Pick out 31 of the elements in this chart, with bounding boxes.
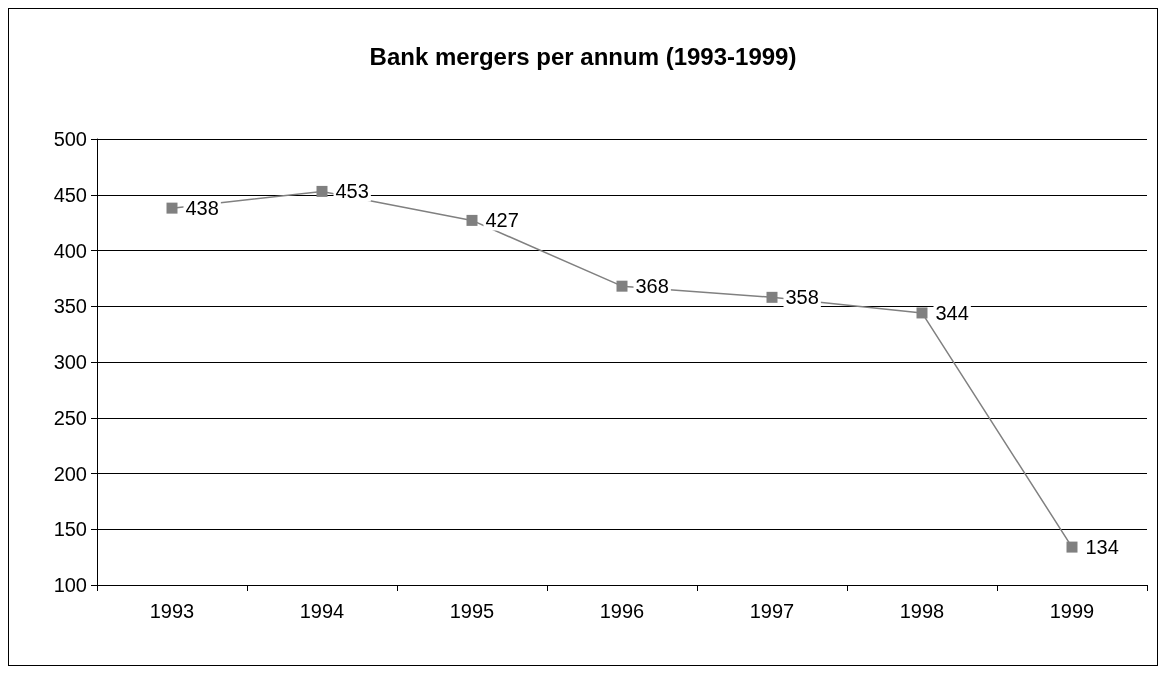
x-tick-label: 1993: [149, 600, 195, 622]
x-tick-label: 1995: [449, 600, 495, 622]
data-label: 358: [785, 286, 819, 309]
data-label: 438: [185, 197, 219, 220]
data-label: 134: [1085, 536, 1119, 559]
x-tick-label: 1999: [1049, 600, 1095, 622]
x-tick-label: 1996: [599, 600, 645, 622]
y-tick-label: 400: [53, 239, 87, 262]
x-tick-label: 1998: [899, 600, 945, 622]
point: [916, 307, 928, 319]
y-tick-label: 250: [53, 406, 87, 429]
y-tick-label: 200: [53, 462, 87, 485]
data-label: 453: [335, 180, 369, 203]
y-tick-label: 450: [53, 183, 87, 206]
point: [316, 185, 328, 197]
point: [766, 291, 778, 303]
y-tick-label: 500: [53, 128, 87, 150]
chart-title: Bank mergers per annum (1993-1999): [369, 42, 797, 70]
data-label: 427: [485, 209, 519, 232]
data-label: 344: [935, 301, 969, 324]
point: [1066, 541, 1078, 553]
point: [466, 214, 478, 226]
x-tick-label: 1997: [749, 600, 795, 622]
y-tick-label: 150: [53, 518, 87, 541]
point: [166, 202, 178, 214]
point: [616, 280, 628, 292]
data-label: 368: [635, 275, 669, 298]
y-tick-label: 300: [53, 351, 87, 373]
y-tick-label: 350: [53, 295, 87, 318]
x-tick-label: 1994: [299, 600, 345, 622]
y-tick-label: 100: [53, 574, 87, 596]
